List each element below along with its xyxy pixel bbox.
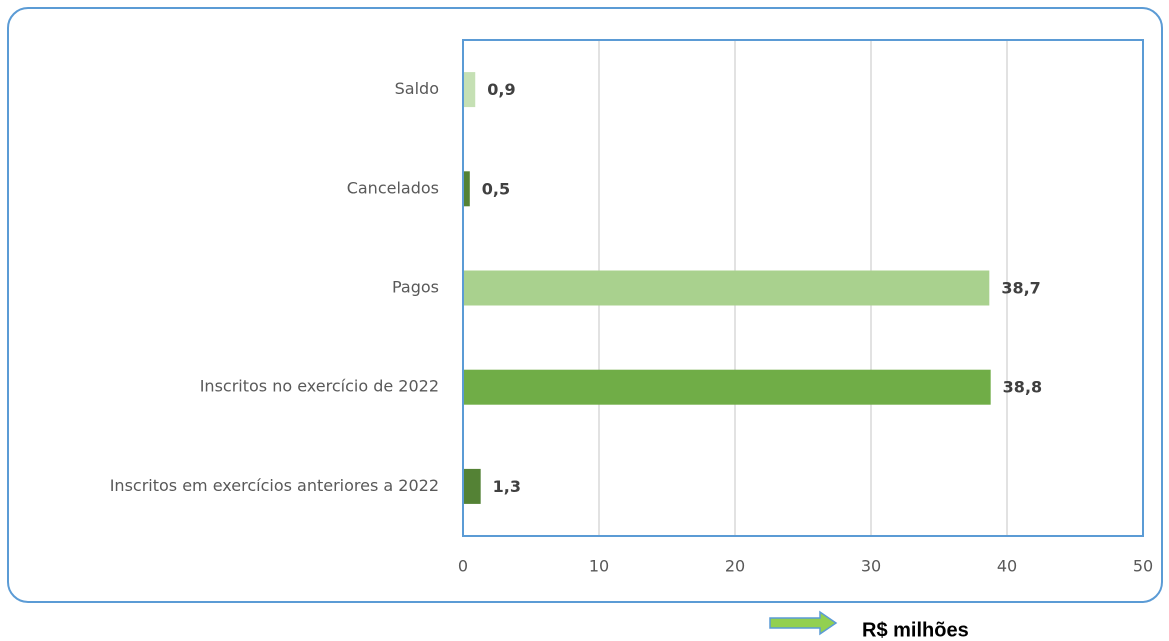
value-label: 0,9 [487, 80, 515, 99]
value-label: 0,5 [482, 179, 510, 198]
x-tick-label: 50 [1133, 557, 1153, 576]
category-label: Inscritos no exercício de 2022 [200, 377, 439, 396]
value-label: 1,3 [493, 477, 521, 496]
plot-frame [462, 39, 1144, 537]
value-label: 38,7 [1001, 279, 1040, 298]
value-label: 38,8 [1003, 378, 1042, 397]
plot-area: 0 10 20 30 40 50 Saldo 0,9 Cancelados 0,5 Pagos 38,… [110, 40, 1153, 576]
category-label: Pagos [392, 278, 439, 297]
arrow-icon [769, 610, 838, 636]
bar [463, 72, 476, 108]
bar [463, 369, 991, 405]
category-label: Inscritos em exercícios anteriores a 202… [110, 476, 439, 495]
bar [463, 270, 990, 306]
category-label: Cancelados [347, 178, 439, 197]
x-tick-label: 30 [861, 557, 881, 576]
x-tick-label: 20 [725, 557, 745, 576]
x-tick-label: 40 [997, 557, 1017, 576]
category-label: Saldo [395, 79, 439, 98]
x-tick-label: 10 [589, 557, 609, 576]
x-tick-label: 0 [458, 557, 468, 576]
bar [463, 468, 481, 504]
axis-label: R$ milhões [862, 619, 969, 641]
bar [463, 171, 470, 207]
chart-frame [7, 7, 1163, 603]
